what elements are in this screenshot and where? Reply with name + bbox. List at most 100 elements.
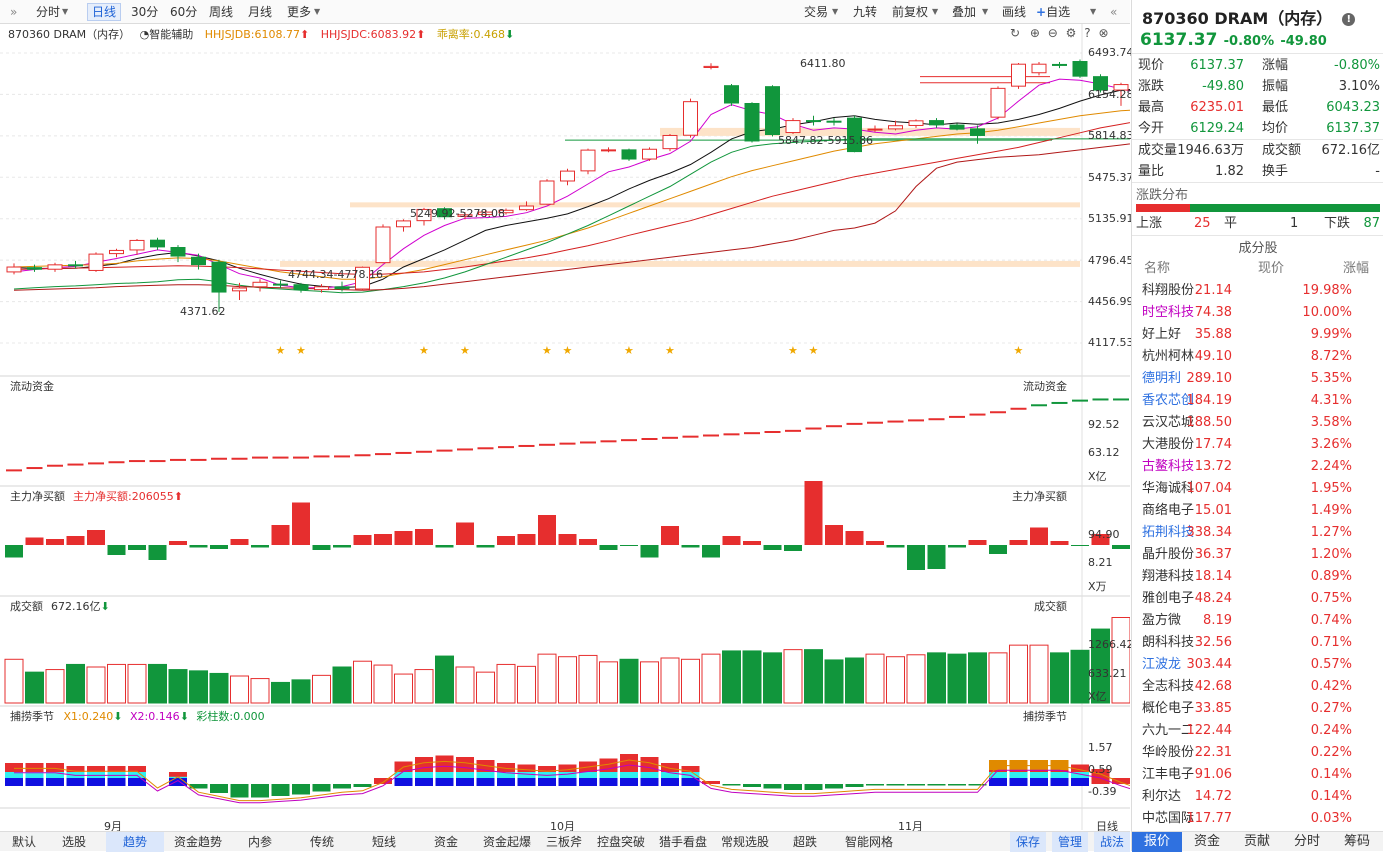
save-button[interactable]: 保存 xyxy=(1010,832,1046,852)
tab-fund-trend[interactable]: 资金趋势 xyxy=(174,835,223,849)
constituent-row[interactable]: 好上好 35.88 9.99% xyxy=(1142,327,1352,342)
constituent-row[interactable]: 杭州柯林 49.10 8.72% xyxy=(1142,349,1352,364)
plus-icon: + xyxy=(1036,5,1047,19)
flow-tick: 92.52 xyxy=(1088,418,1120,431)
refresh-icon[interactable]: ↻ xyxy=(1010,26,1021,40)
constituent-row[interactable]: 时空科技 74.38 10.00% xyxy=(1142,305,1352,320)
constituent-row[interactable]: 华海诚科 107.04 1.95% xyxy=(1142,481,1352,496)
chevron-down-icon[interactable]: ▼ xyxy=(314,7,321,16)
tab-hunter[interactable]: 猎手看盘 xyxy=(659,835,708,849)
tab-capital[interactable]: 资金 xyxy=(1193,834,1220,849)
constituent-row[interactable]: 华岭股份 22.31 0.22% xyxy=(1142,745,1352,760)
tab-funds[interactable]: 资金 xyxy=(434,835,459,849)
tab-default[interactable]: 默认 xyxy=(12,835,37,849)
constituent-row[interactable]: 翔港科技 18.14 0.89% xyxy=(1142,569,1352,584)
adjust-button[interactable]: 前复权 xyxy=(892,5,929,19)
constituent-row[interactable]: 概伦电子 33.85 0.27% xyxy=(1142,701,1352,716)
settings-icon[interactable]: ⚙ xyxy=(1065,26,1077,40)
tab-control-break[interactable]: 控盘突破 xyxy=(597,835,646,849)
tab-smart-grid[interactable]: 智能网格 xyxy=(845,835,894,849)
zoom-out-icon[interactable]: ⊖ xyxy=(1047,26,1058,40)
constituent-row[interactable]: 朗科科技 32.56 0.71% xyxy=(1142,635,1352,650)
constituent-row[interactable]: 六九一二 122.44 0.24% xyxy=(1142,723,1352,738)
jiuzhuan-button[interactable]: 九转 xyxy=(853,5,878,19)
trade-button[interactable]: 交易 xyxy=(804,5,829,19)
constituent-row[interactable]: 江丰电子 91.06 0.14% xyxy=(1142,767,1352,782)
tab-regular-pick[interactable]: 常规选股 xyxy=(721,835,770,849)
net-bar xyxy=(1009,540,1028,545)
tab-stock-pick[interactable]: 选股 xyxy=(62,835,87,849)
tab-three-axes[interactable]: 三板斧 xyxy=(546,835,583,849)
net-bar xyxy=(702,545,720,558)
volume-bar xyxy=(681,658,700,704)
tab-trend[interactable]: 趋势 xyxy=(106,832,164,852)
tab-traditional[interactable]: 传统 xyxy=(310,835,335,849)
tab-contribution[interactable]: 贡献 xyxy=(1243,834,1270,849)
season-cyan-bar xyxy=(476,772,495,778)
constituent-row[interactable]: 盈方微 8.19 0.74% xyxy=(1142,613,1352,628)
constituent-row[interactable]: 全志科技 42.68 0.42% xyxy=(1142,679,1352,694)
period-tab-fenshi[interactable]: 分时 xyxy=(36,5,61,19)
info-icon[interactable]: ! xyxy=(1342,13,1356,26)
chevron-down-icon[interactable]: ▼ xyxy=(982,7,989,16)
tab-insider[interactable]: 内参 xyxy=(248,835,273,849)
constituent-row[interactable]: 古鳌科技 13.72 2.24% xyxy=(1142,459,1352,474)
legend-hjdc: HHJSJDC:6083.92⬆ xyxy=(320,28,426,41)
ma-line-orange xyxy=(13,109,1130,280)
season-green-bar xyxy=(271,784,290,796)
constituent-row[interactable]: 德明利 289.10 5.35% xyxy=(1142,371,1352,386)
period-tab-more[interactable]: 更多 xyxy=(287,5,312,19)
overlay-button[interactable]: 叠加 xyxy=(952,5,977,19)
net-bar xyxy=(722,536,741,545)
tab-quote[interactable]: 报价 xyxy=(1132,832,1182,852)
constituent-row[interactable]: 拓荆科技 338.34 1.27% xyxy=(1142,525,1352,540)
tactics-button[interactable]: 战法 xyxy=(1094,832,1130,852)
help-icon[interactable]: ? xyxy=(1084,26,1091,40)
smart-assist-toggle[interactable]: ◔智能辅助 xyxy=(139,28,194,41)
chevron-down-icon[interactable]: ▼ xyxy=(1090,7,1097,16)
period-tab-30m[interactable]: 30分 xyxy=(131,5,159,19)
draw-button[interactable]: 画线 xyxy=(1002,5,1027,19)
constituent-row[interactable]: 雅创电子 48.24 0.75% xyxy=(1142,591,1352,606)
quote-price-line: 6137.37 -0.80% -49.80 xyxy=(1140,30,1327,50)
chevron-down-icon[interactable]: ▼ xyxy=(62,7,69,16)
chevron-down-icon[interactable]: ▼ xyxy=(932,7,939,16)
candle-body xyxy=(806,120,821,123)
constituent-row[interactable]: 商络电子 15.01 1.49% xyxy=(1142,503,1352,518)
add-watch-button[interactable]: +自选 xyxy=(1036,5,1071,19)
period-tab-day[interactable]: 日线 xyxy=(87,3,122,21)
season-blue-bar xyxy=(5,778,23,786)
collapse-icon[interactable]: » xyxy=(10,5,18,19)
manage-button[interactable]: 管理 xyxy=(1052,832,1088,852)
constituent-row[interactable]: 香农芯创 184.19 4.31% xyxy=(1142,393,1352,408)
constituent-row[interactable]: 晶升股份 36.37 1.20% xyxy=(1142,547,1352,562)
period-tab-week[interactable]: 周线 xyxy=(209,5,234,19)
net-bar xyxy=(948,545,966,548)
star-marker: ★ xyxy=(809,344,819,357)
season-green-bar xyxy=(230,784,249,798)
tab-short-term[interactable]: 短线 xyxy=(372,835,397,849)
net-bar xyxy=(989,545,1007,554)
constituent-row[interactable]: 利尔达 14.72 0.14% xyxy=(1142,789,1352,804)
period-tab-month[interactable]: 月线 xyxy=(248,5,273,19)
constituent-row[interactable]: 大港股份 17.74 3.26% xyxy=(1142,437,1352,452)
volume-bar xyxy=(66,663,85,704)
chevron-down-icon[interactable]: ▼ xyxy=(832,7,839,16)
candle-body xyxy=(929,120,944,126)
constituent-row[interactable]: 科翔股份 21.14 19.98% xyxy=(1142,283,1352,298)
period-tab-60m[interactable]: 60分 xyxy=(170,5,198,19)
net-panel-title: 主力净买额 主力净买额:206055⬆ xyxy=(10,490,183,503)
zoom-in-icon[interactable]: ⊕ xyxy=(1029,26,1040,40)
net-bar xyxy=(46,539,64,545)
collapse-right-icon[interactable]: « xyxy=(1110,5,1118,19)
constituent-row[interactable]: 江波龙 303.44 0.57% xyxy=(1142,657,1352,672)
flow-panel-title: 流动资金 xyxy=(10,380,54,393)
tab-oversold[interactable]: 超跌 xyxy=(793,835,818,849)
tab-timeshare[interactable]: 分时 xyxy=(1293,834,1320,849)
tab-fund-burst[interactable]: 资金起爆 xyxy=(483,835,532,849)
tab-chips[interactable]: 筹码 xyxy=(1343,834,1370,849)
constituent-row[interactable]: 中芯国际 117.77 0.03% xyxy=(1142,811,1352,826)
constituent-row[interactable]: 云汉芯城 188.50 3.58% xyxy=(1142,415,1352,430)
kline-chart[interactable]: ★ ★ ★ ★ ★ ★ ★ ★ ★ ★ ★ xyxy=(0,24,1130,830)
close-icon[interactable]: ⊗ xyxy=(1098,26,1109,40)
